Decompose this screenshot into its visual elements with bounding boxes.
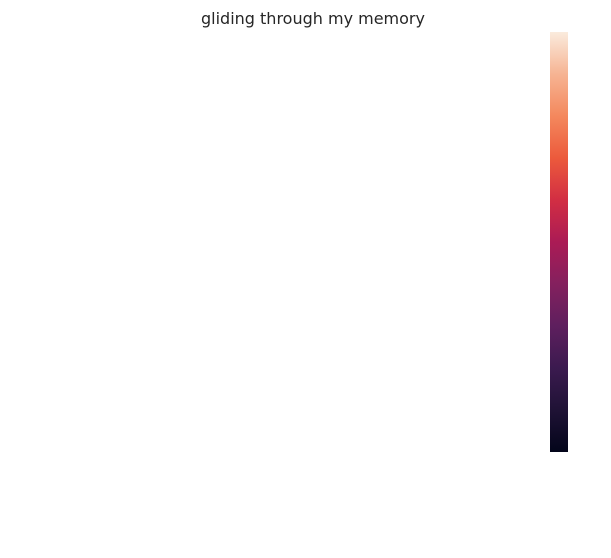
chart-title: gliding through my memory [201, 9, 425, 28]
colorbar [550, 32, 568, 452]
